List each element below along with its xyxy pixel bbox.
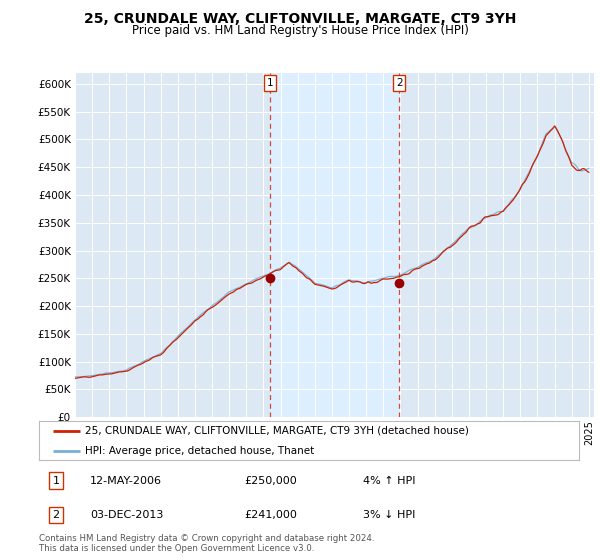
Text: Contains HM Land Registry data © Crown copyright and database right 2024.
This d: Contains HM Land Registry data © Crown c… bbox=[39, 534, 374, 553]
Text: Price paid vs. HM Land Registry's House Price Index (HPI): Price paid vs. HM Land Registry's House … bbox=[131, 24, 469, 36]
Text: 3% ↓ HPI: 3% ↓ HPI bbox=[363, 510, 415, 520]
Text: £250,000: £250,000 bbox=[244, 475, 297, 486]
Text: 03-DEC-2013: 03-DEC-2013 bbox=[90, 510, 164, 520]
Text: 25, CRUNDALE WAY, CLIFTONVILLE, MARGATE, CT9 3YH: 25, CRUNDALE WAY, CLIFTONVILLE, MARGATE,… bbox=[84, 12, 516, 26]
Bar bbox=[270, 73, 399, 417]
Text: 12-MAY-2006: 12-MAY-2006 bbox=[90, 475, 162, 486]
Text: 2: 2 bbox=[53, 510, 59, 520]
Text: HPI: Average price, detached house, Thanet: HPI: Average price, detached house, Than… bbox=[85, 446, 314, 455]
Text: £241,000: £241,000 bbox=[244, 510, 297, 520]
Text: 4% ↑ HPI: 4% ↑ HPI bbox=[363, 475, 415, 486]
Text: 1: 1 bbox=[266, 78, 273, 88]
Text: 25, CRUNDALE WAY, CLIFTONVILLE, MARGATE, CT9 3YH (detached house): 25, CRUNDALE WAY, CLIFTONVILLE, MARGATE,… bbox=[85, 426, 469, 436]
Text: 1: 1 bbox=[53, 475, 59, 486]
Text: 2: 2 bbox=[396, 78, 403, 88]
